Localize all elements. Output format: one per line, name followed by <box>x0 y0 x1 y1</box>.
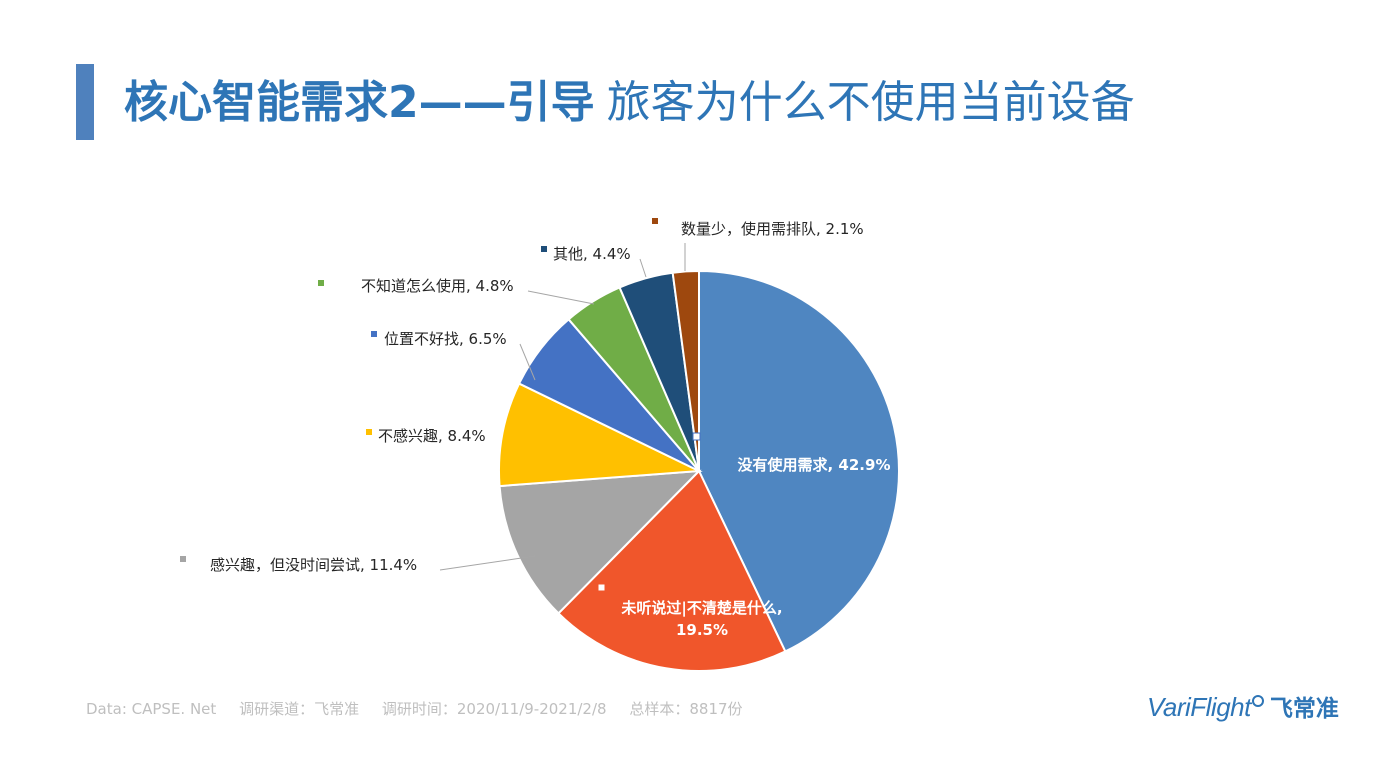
legend-marker <box>180 556 186 562</box>
legend-marker <box>652 218 658 224</box>
page-title: 核心智能需求2——引导 旅客为什么不使用当前设备 <box>124 68 1135 138</box>
data-label: 不知道怎么使用, 4.8% <box>361 277 514 295</box>
footer-source-note: Data: CAPSE. Net 调研渠道：飞常准 调研时间：2020/11/9… <box>86 698 761 719</box>
leader-line <box>639 258 647 278</box>
footer-period: 调研时间：2020/11/9-2021/2/8 <box>381 700 607 718</box>
logo-ring-icon <box>1251 695 1264 707</box>
variflight-logo: VariFlight 飞常准 <box>1147 689 1339 725</box>
data-label: 不感兴趣, 8.4% <box>378 427 486 445</box>
legend-marker <box>366 429 372 435</box>
leader-line <box>527 290 595 305</box>
data-label: 没有使用需求, 42.9% <box>738 456 891 474</box>
footer-source: Data: CAPSE. Net <box>86 700 217 718</box>
pie-slices <box>498 269 900 672</box>
legend-marker <box>371 331 377 337</box>
leader-line <box>439 555 536 571</box>
leader-lines <box>439 243 686 571</box>
data-label: 其他, 4.4% <box>553 245 631 263</box>
page-title-main: 核心智能需求2——引导 <box>124 77 595 128</box>
pie-slice <box>498 382 703 488</box>
label-handle <box>597 583 606 592</box>
data-labels: 没有使用需求, 42.9% 未听说过|不清楚是什么, 19.5% 感兴趣，但没时间尝试… <box>180 218 890 639</box>
footer-sample: 总样本：8817份 <box>629 700 743 718</box>
leader-line <box>519 343 536 381</box>
pie-slice <box>498 469 702 615</box>
data-label: 位置不好找, 6.5% <box>384 330 507 348</box>
pie-slice <box>671 269 700 472</box>
title-accent-bar <box>76 64 94 140</box>
logo-text-en: VariFlight <box>1147 692 1251 722</box>
data-label: 感兴趣，但没时间尝试, 11.4% <box>210 556 417 574</box>
label-handle <box>692 432 701 441</box>
pie-slice <box>698 269 900 653</box>
data-label: 数量少，使用需排队, 2.1% <box>681 220 864 238</box>
logo-text-cn: 飞常准 <box>1269 695 1339 721</box>
legend-marker <box>541 246 547 252</box>
page-title-subtitle: 旅客为什么不使用当前设备 <box>606 77 1135 128</box>
data-label: 未听说过|不清楚是什么, 19.5% <box>620 599 782 639</box>
legend-marker <box>318 280 324 286</box>
footer-channel: 调研渠道：飞常准 <box>239 700 360 718</box>
pie-slice <box>557 469 787 672</box>
